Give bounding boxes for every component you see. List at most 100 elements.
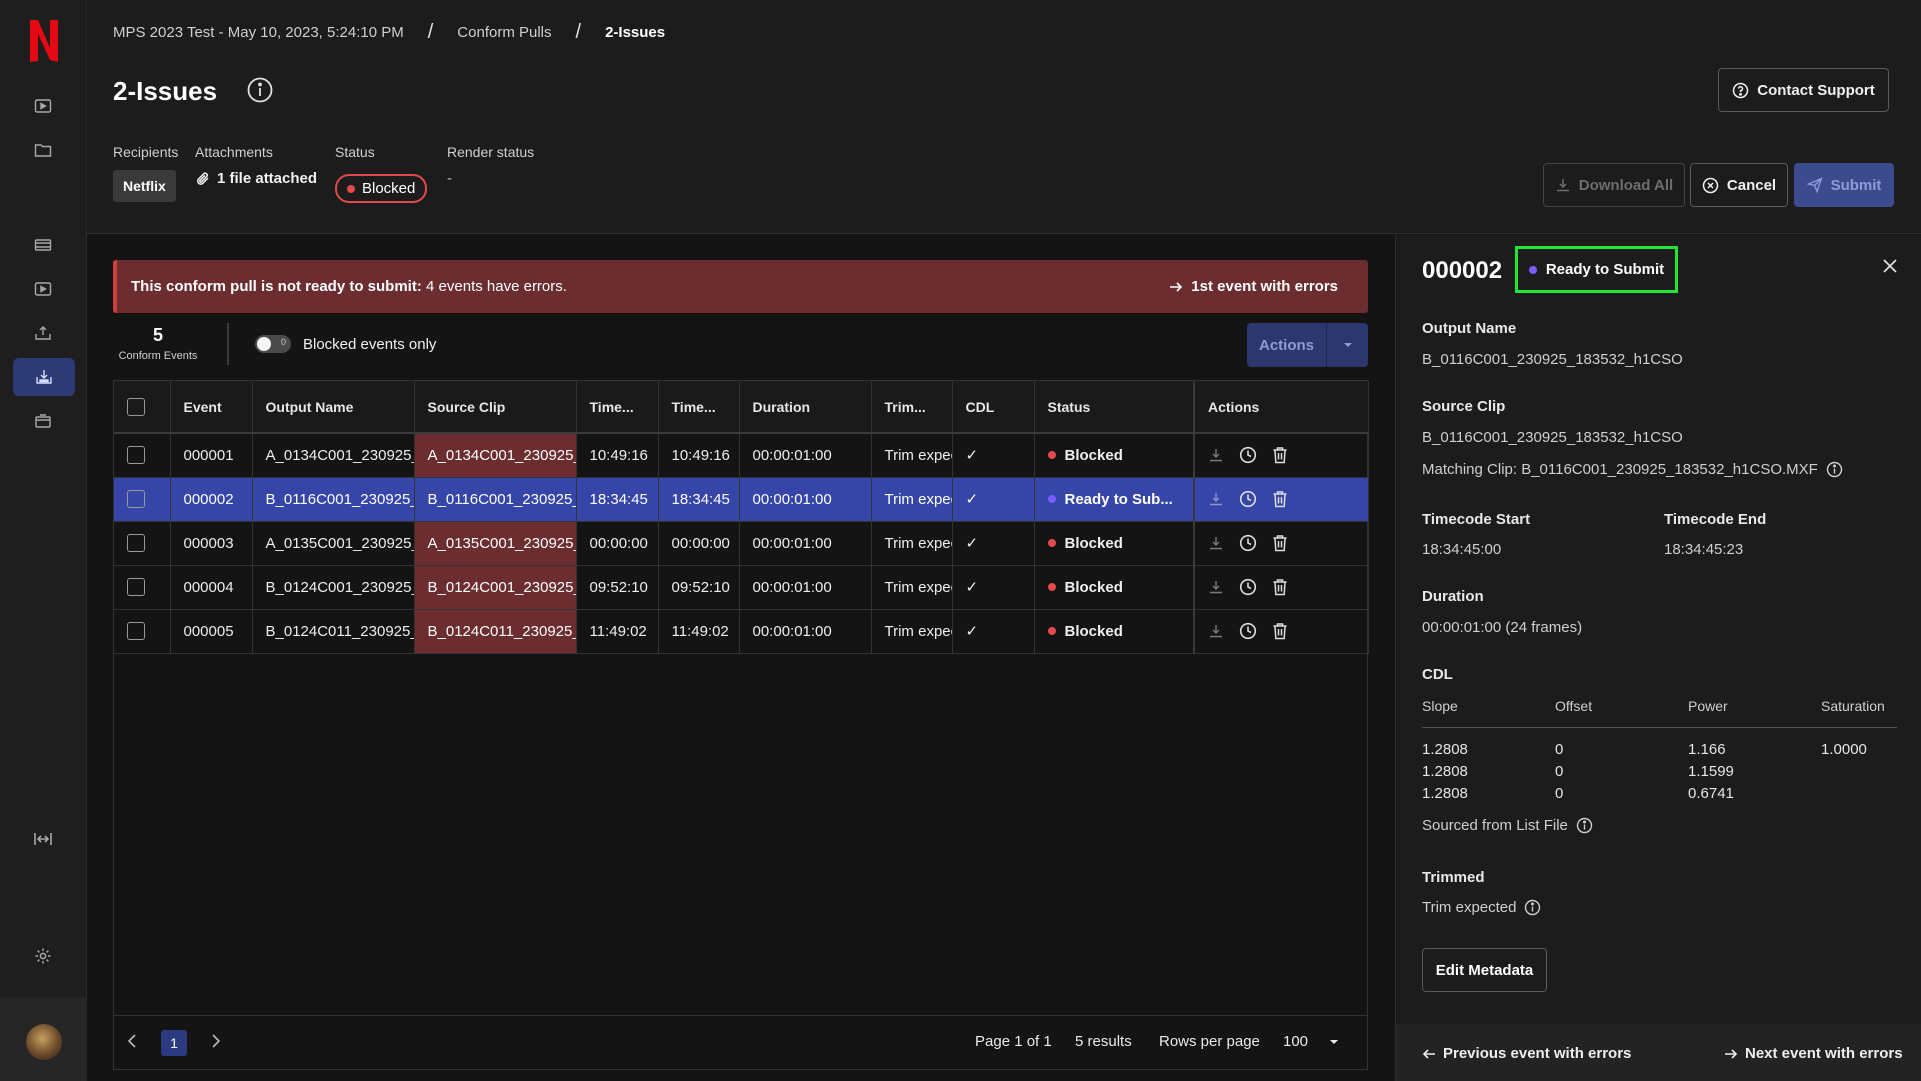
upload-tray-icon[interactable] bbox=[27, 317, 59, 349]
table-row[interactable]: 000001 A_0134C001_230925_ A_0134C001_230… bbox=[114, 433, 1369, 478]
help-circle-icon bbox=[1732, 82, 1749, 99]
blocked-only-toggle[interactable]: 0 Blocked events only bbox=[255, 335, 436, 353]
table-row[interactable]: 000003 A_0135C001_230925_ A_0135C001_230… bbox=[114, 521, 1369, 566]
trash-icon[interactable] bbox=[1272, 622, 1288, 640]
previous-error-link[interactable]: Previous event with errors bbox=[1422, 1045, 1631, 1062]
breadcrumb-separator: / bbox=[427, 21, 434, 43]
col-source-clip[interactable]: Source Clip bbox=[414, 381, 577, 434]
cell-cdl: ✓ bbox=[952, 521, 1035, 566]
col-duration[interactable]: Duration bbox=[739, 381, 872, 434]
col-output-name[interactable]: Output Name bbox=[252, 381, 415, 434]
trimmed-field: Trim expected bbox=[1422, 899, 1541, 916]
cdl-saturation-value: 1.0000 bbox=[1821, 741, 1867, 758]
status-dot bbox=[1047, 539, 1056, 547]
download-icon[interactable] bbox=[1208, 579, 1224, 595]
cell-source-clip: A_0134C001_230925_ bbox=[414, 433, 577, 478]
actions-menu-button[interactable]: Actions bbox=[1247, 323, 1368, 367]
download-all-button[interactable]: Download All bbox=[1543, 163, 1685, 207]
caret-down-icon[interactable] bbox=[1329, 1039, 1339, 1045]
history-clock-icon[interactable] bbox=[1239, 446, 1257, 464]
col-timecode-start[interactable]: Time... bbox=[576, 381, 659, 434]
settings-gear-icon[interactable] bbox=[27, 940, 59, 972]
cell-output-name: A_0134C001_230925_ bbox=[252, 433, 415, 478]
col-cdl[interactable]: CDL bbox=[952, 381, 1035, 434]
event-detail-panel: 000002 Ready to Submit Output Name B_011… bbox=[1395, 235, 1921, 1081]
film-icon[interactable] bbox=[27, 229, 59, 261]
trash-icon[interactable] bbox=[1272, 534, 1288, 552]
row-checkbox[interactable] bbox=[127, 578, 145, 596]
status-dot bbox=[1047, 583, 1056, 591]
col-timecode-end[interactable]: Time... bbox=[658, 381, 740, 434]
results-count: 5 results bbox=[1075, 1033, 1132, 1050]
info-icon[interactable] bbox=[1826, 461, 1843, 478]
row-checkbox[interactable] bbox=[127, 490, 145, 508]
history-clock-icon[interactable] bbox=[1239, 622, 1257, 640]
row-checkbox[interactable] bbox=[127, 446, 145, 465]
cell-actions bbox=[1193, 433, 1369, 478]
download-icon[interactable] bbox=[1208, 535, 1224, 551]
contact-support-button[interactable]: Contact Support bbox=[1718, 68, 1889, 112]
page-number-button[interactable]: 1 bbox=[161, 1030, 187, 1056]
col-trimmed[interactable]: Trim... bbox=[871, 381, 953, 434]
prev-page-icon[interactable] bbox=[126, 1033, 138, 1049]
attachments-link[interactable]: 1 file attached bbox=[195, 170, 317, 187]
cdl-header-offset: Offset bbox=[1555, 698, 1593, 714]
breadcrumb-section[interactable]: Conform Pulls bbox=[457, 24, 552, 41]
table-row-selected[interactable]: 000002 B_0116C001_230925_ B_0116C001_230… bbox=[114, 477, 1369, 522]
collapse-sidebar-icon[interactable] bbox=[27, 823, 59, 855]
event-status-text: Ready to Submit bbox=[1545, 261, 1665, 278]
cell-output-name: B_0116C001_230925_ bbox=[252, 477, 415, 522]
history-clock-icon[interactable] bbox=[1239, 534, 1257, 552]
breadcrumb-project[interactable]: MPS 2023 Test - May 10, 2023, 5:24:10 PM bbox=[113, 24, 404, 41]
row-checkbox[interactable] bbox=[127, 622, 145, 640]
first-error-link[interactable]: 1st event with errors bbox=[1169, 278, 1338, 295]
table-row[interactable]: 000004 B_0124C001_230925_ B_0124C001_230… bbox=[114, 565, 1369, 610]
actions-label[interactable]: Actions bbox=[1247, 323, 1327, 367]
send-icon bbox=[1806, 177, 1823, 193]
row-select-cell bbox=[114, 477, 171, 522]
table-row[interactable]: 000005 B_0124C011_230925_ B_0124C011_230… bbox=[114, 609, 1369, 654]
close-icon[interactable] bbox=[1882, 258, 1898, 274]
history-clock-icon[interactable] bbox=[1239, 578, 1257, 596]
status-dot bbox=[1047, 451, 1056, 460]
cell-trimmed: Trim expected bbox=[871, 609, 953, 654]
info-icon[interactable] bbox=[1524, 899, 1541, 916]
col-event[interactable]: Event bbox=[170, 381, 253, 434]
cell-timecode-end: 09:52:10 bbox=[658, 565, 740, 610]
trash-icon[interactable] bbox=[1272, 446, 1288, 464]
cancel-button[interactable]: Cancel bbox=[1690, 163, 1788, 207]
row-select-cell bbox=[114, 609, 171, 654]
next-error-link[interactable]: Next event with errors bbox=[1724, 1045, 1903, 1062]
info-icon[interactable] bbox=[246, 76, 274, 104]
conform-pulls-icon[interactable] bbox=[13, 358, 75, 396]
play-square-icon[interactable] bbox=[27, 90, 59, 122]
col-status[interactable]: Status bbox=[1034, 381, 1195, 434]
submit-button[interactable]: Submit bbox=[1794, 163, 1894, 207]
cell-output-name: B_0124C011_230925_ bbox=[252, 609, 415, 654]
download-icon[interactable] bbox=[1208, 491, 1224, 507]
caret-down-icon[interactable] bbox=[1327, 323, 1368, 367]
rows-per-page-select[interactable]: 100 bbox=[1283, 1033, 1309, 1050]
timecode-end-value: 18:34:45:23 bbox=[1664, 541, 1744, 558]
video-play-icon[interactable] bbox=[27, 273, 59, 305]
delivery-box-icon[interactable] bbox=[27, 405, 59, 437]
netflix-logo[interactable] bbox=[26, 18, 62, 64]
row-checkbox[interactable] bbox=[127, 534, 145, 552]
user-avatar[interactable] bbox=[26, 1024, 62, 1060]
cdl-header-slope: Slope bbox=[1422, 698, 1458, 714]
next-page-icon[interactable] bbox=[210, 1033, 222, 1049]
render-status-label: Render status bbox=[447, 144, 535, 160]
trash-icon[interactable] bbox=[1272, 578, 1288, 596]
trash-icon[interactable] bbox=[1272, 490, 1288, 508]
download-icon[interactable] bbox=[1208, 623, 1224, 639]
download-icon[interactable] bbox=[1208, 447, 1224, 463]
recipients-field: Recipients Netflix bbox=[113, 144, 178, 202]
info-icon[interactable] bbox=[1576, 817, 1593, 834]
edit-metadata-button[interactable]: Edit Metadata bbox=[1422, 948, 1547, 992]
status-text: Blocked bbox=[1064, 534, 1123, 552]
history-clock-icon[interactable] bbox=[1239, 490, 1257, 508]
cell-event: 000002 bbox=[170, 477, 253, 522]
folder-icon[interactable] bbox=[27, 134, 59, 166]
select-all-checkbox[interactable] bbox=[127, 397, 145, 416]
toggle-switch[interactable]: 0 bbox=[255, 335, 291, 353]
